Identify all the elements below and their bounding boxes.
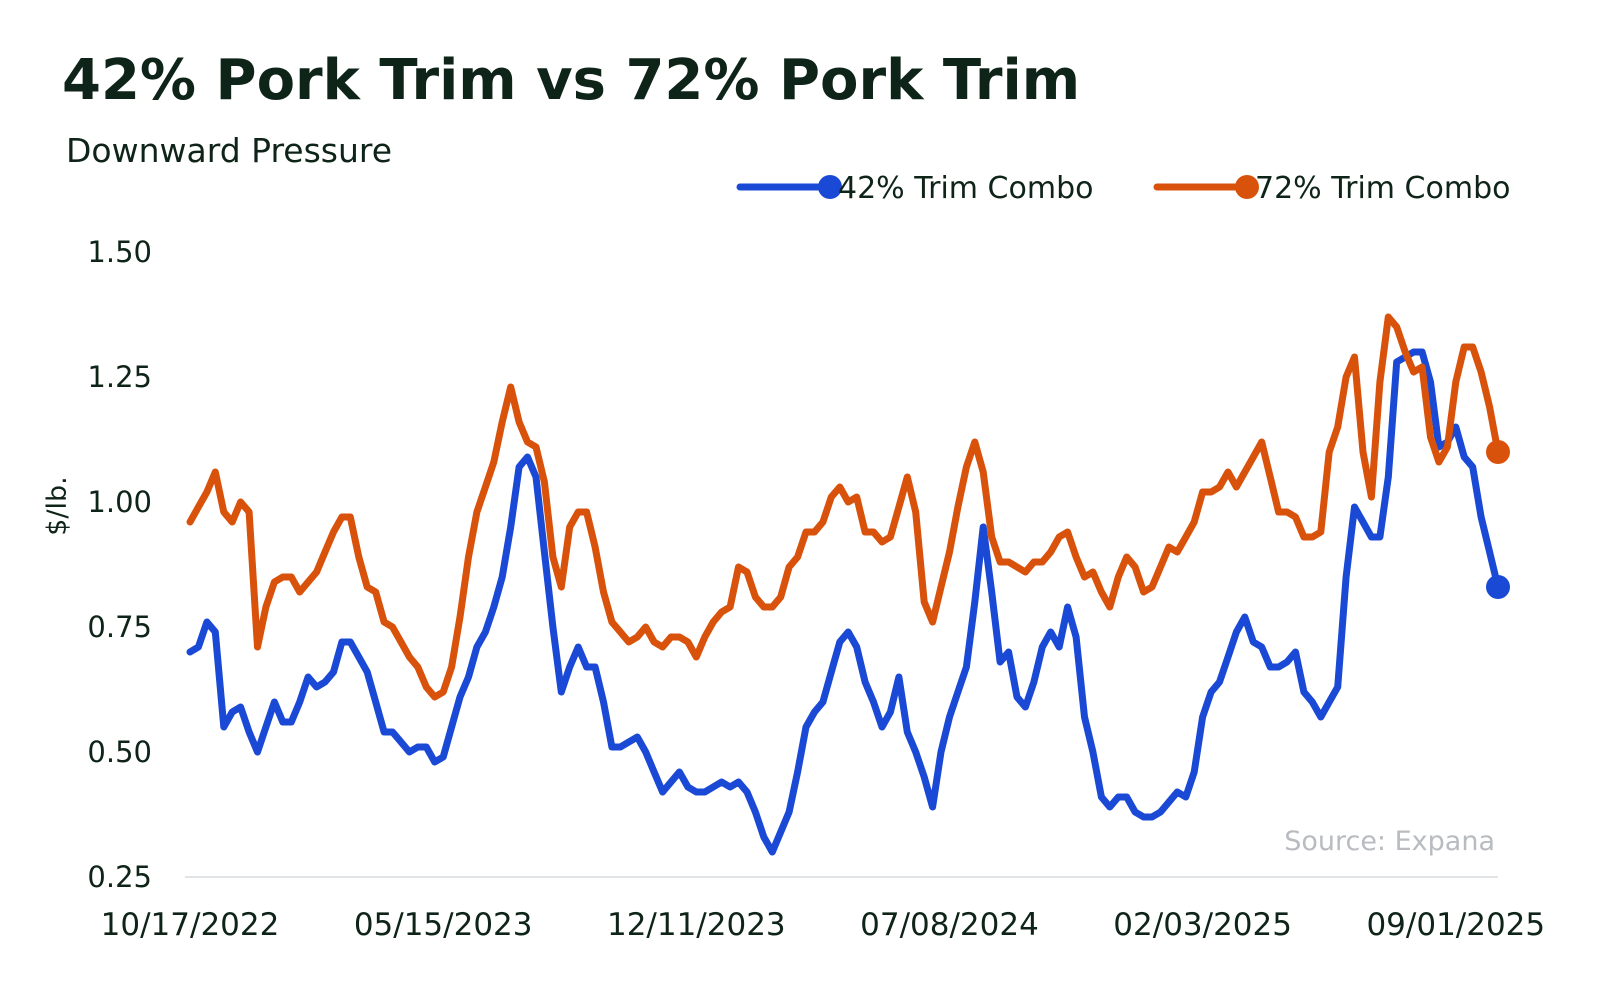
chart-subtitle: Downward Pressure bbox=[66, 131, 392, 170]
y-tick-label: 1.00 bbox=[87, 485, 152, 519]
y-tick-label: 1.50 bbox=[87, 235, 152, 269]
legend-72-marker bbox=[1235, 175, 1259, 199]
chart-title: 42% Pork Trim vs 72% Pork Trim bbox=[62, 48, 1080, 113]
y-tick-label: 0.50 bbox=[87, 735, 152, 769]
x-tick-label: 10/17/2022 bbox=[101, 907, 280, 943]
legend-42-marker bbox=[818, 175, 842, 199]
x-axis-ticks: 10/17/2022 05/15/2023 12/11/2023 07/08/2024… bbox=[101, 907, 1545, 943]
series-72-end-marker bbox=[1486, 440, 1510, 464]
legend-72-label: 72% Trim Combo bbox=[1255, 171, 1510, 206]
x-tick-label: 07/08/2024 bbox=[860, 907, 1039, 943]
series-42-trim-combo-line bbox=[186, 348, 1502, 856]
series-42-end-marker bbox=[1486, 575, 1510, 599]
y-tick-label: 0.75 bbox=[87, 610, 152, 644]
series-72-trim-combo-line bbox=[186, 313, 1502, 701]
x-tick-label: 05/15/2023 bbox=[354, 907, 533, 943]
y-tick-label: 1.25 bbox=[87, 360, 152, 394]
y-axis-label: $/lb. bbox=[42, 476, 73, 536]
source-note: Source: Expana bbox=[1284, 826, 1495, 857]
legend-42-label: 42% Trim Combo bbox=[838, 171, 1093, 206]
legend: 42% Trim Combo 72% Trim Combo bbox=[736, 171, 1510, 206]
y-axis-ticks: 1.50 1.25 1.00 0.75 0.50 0.25 bbox=[87, 235, 152, 894]
x-tick-label: 09/01/2025 bbox=[1366, 907, 1545, 943]
x-tick-label: 02/03/2025 bbox=[1113, 907, 1292, 943]
y-tick-label: 0.25 bbox=[87, 860, 152, 894]
x-tick-label: 12/11/2023 bbox=[607, 907, 786, 943]
